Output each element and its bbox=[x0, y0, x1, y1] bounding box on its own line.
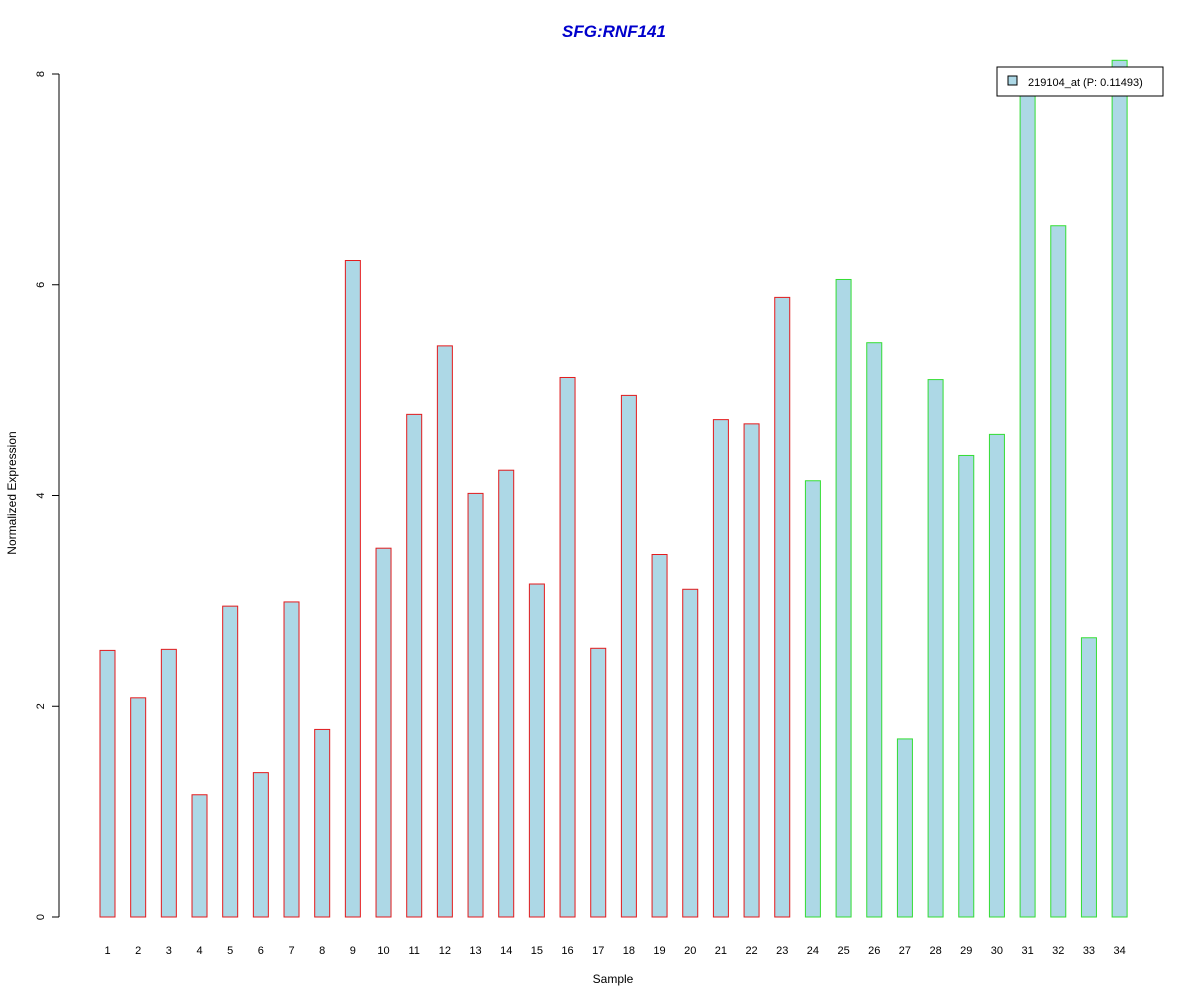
bar-sample-28 bbox=[927, 379, 944, 918]
bar-sample-17 bbox=[590, 647, 607, 918]
x-tick-label-7: 7 bbox=[288, 945, 294, 957]
bar-sample-32 bbox=[1050, 225, 1067, 918]
bar-sample-14 bbox=[498, 469, 515, 918]
bar-sample-6 bbox=[252, 772, 269, 918]
x-tick-label-13: 13 bbox=[469, 945, 481, 957]
x-tick-label-3: 3 bbox=[166, 945, 172, 957]
bar-sample-3 bbox=[160, 648, 177, 918]
bar-sample-12 bbox=[436, 345, 453, 918]
x-tick-label-33: 33 bbox=[1083, 945, 1095, 957]
x-tick-label-28: 28 bbox=[929, 945, 941, 957]
bar-sample-22 bbox=[743, 423, 760, 918]
bar-sample-10 bbox=[375, 547, 392, 918]
bar-sample-15 bbox=[528, 583, 545, 918]
bar-sample-33 bbox=[1080, 637, 1097, 918]
x-tick-label-8: 8 bbox=[319, 945, 325, 957]
y-tick-label-0: 0 bbox=[35, 914, 47, 920]
bar-sample-5 bbox=[222, 605, 239, 918]
x-tick-label-5: 5 bbox=[227, 945, 233, 957]
x-tick-label-2: 2 bbox=[135, 945, 141, 957]
x-tick-label-10: 10 bbox=[377, 945, 389, 957]
x-tick-label-29: 29 bbox=[960, 945, 972, 957]
x-tick-label-25: 25 bbox=[837, 945, 849, 957]
x-tick-label-34: 34 bbox=[1113, 945, 1125, 957]
bar-sample-25 bbox=[835, 278, 852, 918]
bar-sample-30 bbox=[988, 433, 1005, 918]
x-tick-label-31: 31 bbox=[1021, 945, 1033, 957]
y-axis-label: Normalized Expression bbox=[5, 431, 19, 554]
y-tick-label-8: 8 bbox=[35, 71, 47, 77]
x-tick-label-18: 18 bbox=[623, 945, 635, 957]
x-tick-label-1: 1 bbox=[104, 945, 110, 957]
x-axis-label: Sample bbox=[593, 972, 634, 986]
bar-sample-23 bbox=[774, 296, 791, 918]
bar-sample-24 bbox=[804, 480, 821, 918]
bar-sample-4 bbox=[191, 794, 208, 918]
bar-sample-31 bbox=[1019, 84, 1036, 918]
bar-sample-29 bbox=[958, 454, 975, 918]
x-tick-label-27: 27 bbox=[899, 945, 911, 957]
bar-sample-9 bbox=[344, 260, 361, 918]
legend-box bbox=[996, 66, 1164, 97]
x-tick-label-16: 16 bbox=[561, 945, 573, 957]
x-tick-label-15: 15 bbox=[531, 945, 543, 957]
x-tick-label-20: 20 bbox=[684, 945, 696, 957]
y-tick-label-2: 2 bbox=[35, 703, 47, 709]
bar-sample-1 bbox=[99, 649, 116, 918]
bar-sample-21 bbox=[712, 419, 729, 918]
x-tick-label-17: 17 bbox=[592, 945, 604, 957]
x-tick-label-21: 21 bbox=[715, 945, 727, 957]
bar-sample-7 bbox=[283, 601, 300, 918]
x-tick-label-14: 14 bbox=[500, 945, 512, 957]
bar-sample-13 bbox=[467, 492, 484, 918]
bars-layer bbox=[99, 59, 1128, 918]
bar-sample-27 bbox=[896, 738, 913, 918]
x-tick-label-26: 26 bbox=[868, 945, 880, 957]
bar-sample-20 bbox=[682, 588, 699, 918]
bar-sample-34 bbox=[1111, 59, 1128, 918]
x-tick-label-9: 9 bbox=[350, 945, 356, 957]
legend-label: 219104_at (P: 0.11493) bbox=[1028, 77, 1143, 89]
x-tick-label-19: 19 bbox=[653, 945, 665, 957]
x-tick-label-11: 11 bbox=[408, 945, 419, 957]
bar-sample-11 bbox=[406, 413, 423, 918]
x-tick-label-12: 12 bbox=[439, 945, 451, 957]
y-tick-label-4: 4 bbox=[35, 492, 47, 498]
legend: 219104_at (P: 0.11493) bbox=[996, 66, 1164, 97]
bar-sample-26 bbox=[866, 342, 883, 918]
x-tick-label-6: 6 bbox=[258, 945, 264, 957]
x-tick-label-30: 30 bbox=[991, 945, 1003, 957]
bar-sample-19 bbox=[651, 554, 668, 918]
bar-sample-2 bbox=[130, 697, 147, 918]
x-tick-label-22: 22 bbox=[745, 945, 757, 957]
chart-title: SFG:RNF141 bbox=[562, 22, 666, 41]
y-axis: 0 2 4 6 8 bbox=[35, 71, 60, 920]
x-tick-label-23: 23 bbox=[776, 945, 788, 957]
x-tick-label-24: 24 bbox=[807, 945, 819, 957]
bar-sample-18 bbox=[620, 394, 637, 918]
bar-sample-8 bbox=[314, 728, 331, 918]
x-tick-labels: 1 2 3 4 5 6 7 8 9 10 11 12 13 14 15 16 17 18 19 20 21 22 23 24 2… bbox=[104, 945, 1125, 957]
legend-swatch bbox=[1007, 75, 1018, 86]
x-tick-label-32: 32 bbox=[1052, 945, 1064, 957]
x-tick-label-4: 4 bbox=[196, 945, 202, 957]
y-tick-label-6: 6 bbox=[35, 282, 47, 288]
bar-sample-16 bbox=[559, 376, 576, 918]
